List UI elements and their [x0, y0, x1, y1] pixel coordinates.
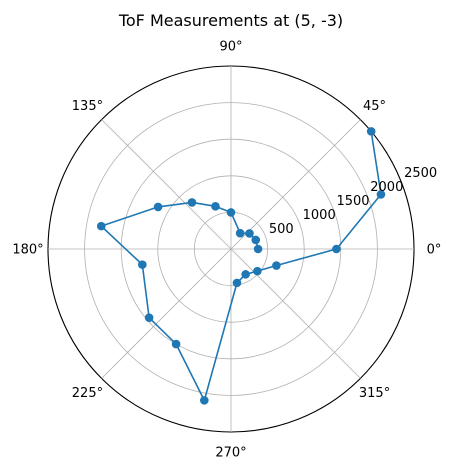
data-point — [200, 396, 209, 405]
data-point — [241, 270, 250, 279]
label-layer: 0°45°90°135°180°225°270°315°500100015002… — [12, 40, 441, 461]
angular-gridline — [101, 119, 232, 250]
angular-gridline — [230, 119, 361, 250]
data-point — [253, 266, 262, 276]
data-point — [366, 127, 376, 136]
angular-gridline — [101, 248, 232, 379]
theta-tick-label: 315° — [359, 386, 390, 401]
data-point — [153, 202, 163, 212]
data-point — [138, 260, 147, 269]
angular-gridline — [230, 248, 361, 379]
data-point — [96, 221, 106, 231]
theta-tick-label: 0° — [427, 243, 442, 258]
theta-tick-label: 180° — [12, 243, 43, 258]
data-layer — [96, 127, 386, 405]
data-point — [235, 228, 245, 238]
data-point — [187, 198, 197, 207]
data-point — [253, 244, 263, 254]
data-point — [144, 313, 154, 322]
theta-tick-label: 270° — [215, 446, 246, 461]
r-tick-label: 2500 — [404, 166, 437, 181]
r-tick-label: 1000 — [303, 208, 336, 223]
theta-tick-label: 225° — [72, 386, 103, 401]
theta-tick-label: 135° — [72, 99, 103, 114]
data-point — [376, 190, 386, 199]
data-point — [232, 278, 242, 288]
data-point — [211, 202, 220, 211]
theta-tick-label: 45° — [363, 99, 386, 114]
grid-layer — [47, 65, 415, 433]
data-point — [332, 244, 341, 254]
r-tick-label: 2000 — [370, 180, 403, 195]
data-point — [245, 229, 254, 238]
data-point — [226, 208, 236, 217]
theta-tick-label: 90° — [219, 40, 242, 55]
r-tick-label: 500 — [269, 222, 294, 237]
data-point — [171, 339, 181, 349]
chart-title: ToF Measurements at (5, -3) — [118, 11, 343, 30]
data-point — [251, 235, 261, 245]
r-tick-label: 1500 — [336, 194, 369, 209]
data-point — [272, 261, 281, 270]
